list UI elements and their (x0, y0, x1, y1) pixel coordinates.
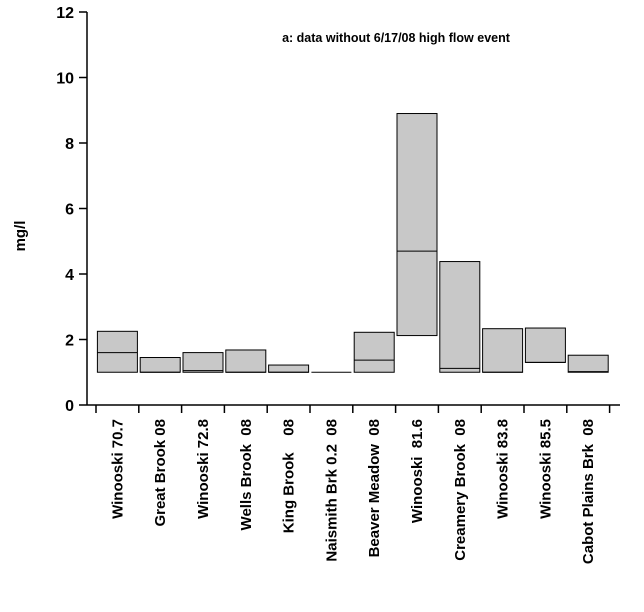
box-rect (139, 357, 181, 373)
box-7 (396, 113, 438, 337)
box-rect (567, 354, 609, 373)
boxes (96, 113, 609, 373)
box-0 (96, 330, 138, 373)
x-category-label: Wells Brook 08 (238, 419, 255, 530)
chart-annotation: a: data without 6/17/08 high flow event (282, 31, 511, 45)
x-category-label: Winooski 83.8 (495, 419, 512, 519)
y-tick-label: 0 (65, 398, 74, 415)
x-category-label: Creamery Brook 08 (452, 419, 469, 561)
box-rect (225, 349, 267, 373)
box-3 (225, 349, 267, 373)
box-6 (353, 331, 395, 373)
y-tick-label: 8 (65, 136, 74, 153)
box-9 (482, 328, 524, 373)
box-1 (139, 357, 181, 373)
x-category-label: Cabot Plains Brk 08 (580, 419, 597, 564)
y-tick-label: 2 (65, 333, 74, 350)
box-rect (439, 261, 481, 373)
y-tick-label: 4 (65, 267, 74, 284)
y-axis-title: mg/l (12, 221, 29, 252)
x-category-label: Winooski 70.7 (109, 419, 126, 519)
y-tick-label: 12 (56, 5, 74, 22)
box-rect (524, 327, 566, 363)
x-category-label: Winooski 72.8 (195, 419, 212, 519)
box-rect (268, 364, 310, 373)
box-rect (96, 330, 138, 373)
box-rect (396, 113, 438, 337)
x-category-label: King Brook 08 (281, 419, 298, 533)
box-rect (182, 352, 224, 373)
box-rect (482, 328, 524, 373)
y-ticks: 0 2 4 6 8 10 12 (56, 5, 87, 415)
x-category-label: Naismith Brk 0.2 08 (323, 419, 340, 562)
x-category-label: Winooski 85.5 (537, 419, 554, 519)
box-rect (353, 331, 395, 373)
box-8 (439, 261, 481, 373)
y-tick-label: 6 (65, 202, 74, 219)
y-tick-label: 10 (56, 71, 74, 88)
x-category-label: Winooski 81.6 (409, 419, 426, 523)
box-2 (182, 352, 224, 373)
box-10 (524, 327, 566, 363)
x-ticks: Winooski 70.7 Great Brook 08 Winooski 72.8… (95, 405, 611, 564)
x-category-label: Beaver Meadow 08 (366, 419, 383, 557)
box-11 (567, 354, 609, 373)
box-4 (268, 364, 310, 373)
x-category-label: Great Brook 08 (152, 419, 169, 527)
